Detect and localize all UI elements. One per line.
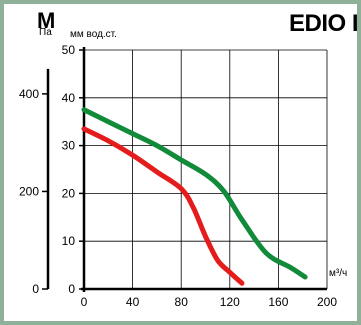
series-line-red <box>81 126 245 286</box>
x-tick-label: 80 <box>175 295 189 309</box>
x-tick-label: 0 <box>81 295 88 309</box>
y-tick-label: 50 <box>62 43 76 57</box>
x-tick-label: 160 <box>268 295 288 309</box>
y-tick-label: 40 <box>62 91 76 105</box>
secondary-y-tick-label: 0 <box>32 282 39 296</box>
y-tick-label: 30 <box>62 139 76 153</box>
mm-unit-label: мм вод.ст. <box>70 29 117 40</box>
model-title: EDIO I <box>288 10 359 37</box>
y-tick-label: 20 <box>62 186 76 200</box>
y-tick-label: 10 <box>62 234 76 248</box>
y-tick-label: 0 <box>68 282 75 296</box>
x-axis-unit-label: м³/ч <box>329 268 347 279</box>
series-line-green <box>81 107 308 280</box>
secondary-y-tick-label: 400 <box>19 87 39 101</box>
pa-unit-label: Па <box>39 27 52 38</box>
model-letter: M <box>37 8 56 33</box>
x-tick-label: 200 <box>317 295 337 309</box>
x-tick-label: 120 <box>220 295 240 309</box>
x-tick-label: 40 <box>126 295 140 309</box>
secondary-y-tick-label: 200 <box>19 184 39 198</box>
